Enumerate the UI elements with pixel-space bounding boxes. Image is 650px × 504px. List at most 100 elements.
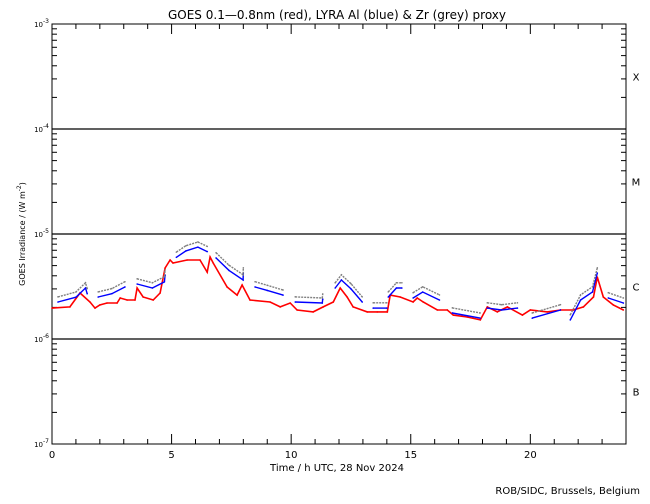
x-tick-label: 10 xyxy=(285,450,298,461)
data-point xyxy=(86,292,88,295)
series-line xyxy=(136,275,166,289)
flare-class-label: X xyxy=(633,73,640,84)
data-point xyxy=(119,297,121,299)
data-point xyxy=(591,291,594,293)
y-tick-exponent: -5 xyxy=(43,228,49,235)
data-point xyxy=(401,287,403,289)
y-axis-label-sup: -2 xyxy=(16,185,23,191)
data-point xyxy=(136,287,138,289)
series-line xyxy=(334,278,363,303)
data-point xyxy=(339,287,341,289)
data-point xyxy=(99,304,101,306)
data-point xyxy=(569,319,572,321)
data-point xyxy=(242,267,245,269)
data-point xyxy=(312,311,314,313)
data-point xyxy=(106,302,108,304)
flare-class-label: B xyxy=(633,388,640,399)
data-point xyxy=(215,252,217,254)
data-point xyxy=(612,304,615,306)
series-line xyxy=(532,304,561,314)
y-tick-exponent: -7 xyxy=(43,438,49,445)
data-point xyxy=(466,316,468,318)
y-tick-label: 10-4 xyxy=(34,123,49,134)
y-tick-exponent: -3 xyxy=(43,18,49,25)
data-point xyxy=(602,296,605,298)
data-point xyxy=(199,259,201,261)
series-lyra-al-proxy xyxy=(57,246,625,321)
data-point xyxy=(282,294,284,296)
data-point xyxy=(172,262,174,264)
data-point xyxy=(97,296,99,298)
data-point xyxy=(321,297,324,299)
data-point xyxy=(212,262,214,264)
data-point xyxy=(75,291,77,293)
data-point xyxy=(387,296,390,298)
data-point xyxy=(185,244,187,247)
data-point xyxy=(516,307,519,309)
data-point xyxy=(386,307,388,309)
series-line xyxy=(608,292,624,299)
data-point xyxy=(372,302,375,304)
data-point xyxy=(124,286,126,288)
data-point xyxy=(372,307,375,309)
data-point xyxy=(486,302,489,304)
data-point xyxy=(506,306,509,308)
x-tick-label: 20 xyxy=(524,450,537,461)
series-line xyxy=(569,272,598,321)
data-point xyxy=(479,312,481,314)
data-point xyxy=(136,278,138,280)
data-point xyxy=(531,317,534,319)
data-point xyxy=(296,309,298,311)
data-point xyxy=(486,306,489,308)
y-axis-label-end: ) xyxy=(18,182,27,185)
data-point xyxy=(412,301,414,303)
data-point xyxy=(622,309,625,311)
data-point xyxy=(582,306,585,308)
data-point xyxy=(289,302,292,304)
series-line xyxy=(487,302,518,306)
data-point xyxy=(340,279,343,281)
data-point xyxy=(479,319,482,321)
data-point xyxy=(186,259,188,261)
data-point xyxy=(579,294,582,296)
data-point xyxy=(346,296,348,298)
data-point xyxy=(529,309,532,311)
data-point xyxy=(163,275,166,278)
data-point xyxy=(279,306,281,308)
data-point xyxy=(622,297,625,299)
data-point xyxy=(479,317,481,319)
data-point xyxy=(500,309,503,311)
y-tick-exponent: -6 xyxy=(43,333,49,340)
data-point xyxy=(569,314,572,316)
data-point xyxy=(175,256,178,259)
data-point xyxy=(322,306,325,308)
data-point xyxy=(151,287,154,289)
data-point xyxy=(75,296,77,299)
series-group xyxy=(51,241,625,321)
data-point xyxy=(51,307,53,309)
y-axis-label-text: GOES Irradiance / (W m xyxy=(18,191,27,286)
data-point xyxy=(294,301,297,303)
data-point xyxy=(500,303,503,306)
data-point xyxy=(386,302,388,304)
data-point xyxy=(116,302,118,304)
series-line xyxy=(176,241,208,253)
data-point xyxy=(596,267,599,269)
data-point xyxy=(592,296,595,298)
class-lines xyxy=(52,128,626,340)
series-line xyxy=(176,246,208,258)
data-point xyxy=(254,286,256,288)
data-point xyxy=(421,291,424,293)
series-line xyxy=(608,297,624,304)
data-point xyxy=(206,250,209,253)
data-point xyxy=(521,314,524,316)
y-tick-label: 10-5 xyxy=(34,228,49,239)
data-point xyxy=(185,250,187,252)
data-point xyxy=(266,289,269,292)
data-point xyxy=(197,241,199,243)
chart-title: GOES 0.1—0.8nm (red), LYRA Al (blue) & Z… xyxy=(168,8,506,22)
data-point xyxy=(242,273,244,276)
data-point xyxy=(226,286,228,288)
